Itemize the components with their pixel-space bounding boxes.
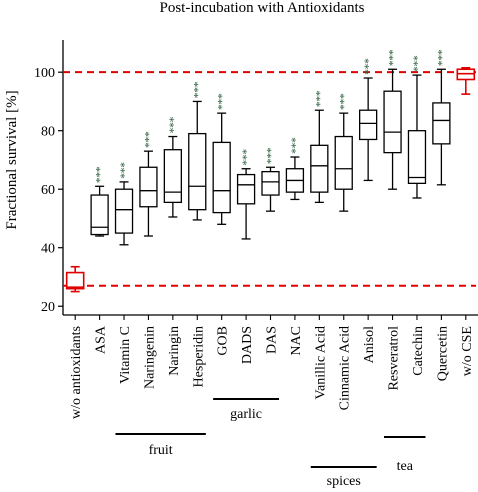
box	[310, 144, 329, 193]
significance-label: ***	[264, 147, 278, 164]
group-label: tea	[397, 459, 414, 474]
box	[188, 132, 207, 211]
group-label: fruit	[149, 443, 173, 458]
y-axis-label: Fractional survival [%]	[4, 90, 20, 229]
box	[90, 194, 109, 236]
category-label: GOB	[216, 326, 231, 356]
category-label: Resveratrol	[387, 326, 402, 391]
significance-label: ***	[239, 149, 253, 166]
box	[65, 271, 85, 290]
significance-label: ***	[434, 49, 448, 66]
category-label: ASA	[94, 325, 109, 354]
box	[236, 173, 256, 205]
category-label: Naringenin	[142, 326, 157, 389]
category-label: w/o antioxidants	[69, 326, 84, 419]
box	[114, 188, 134, 234]
category-label: Vanillic Acid	[313, 326, 328, 400]
significance-label: ***	[337, 93, 351, 110]
box	[432, 102, 451, 145]
category-label: NAC	[289, 326, 304, 356]
category-label: Vitamin C	[118, 326, 133, 384]
significance-label: ***	[117, 162, 131, 179]
category-label: DAS	[265, 326, 280, 354]
significance-label: ***	[288, 137, 302, 154]
category-label: Anisol	[362, 326, 377, 363]
category-label: Catechin	[411, 326, 426, 376]
box	[407, 130, 427, 185]
box	[383, 90, 402, 154]
significance-label: ***	[312, 90, 326, 107]
y-tick-label: 80	[41, 125, 55, 140]
box	[358, 109, 378, 141]
y-tick-label: 40	[41, 242, 55, 257]
category-label: Naringin	[167, 326, 182, 376]
category-label: DADS	[240, 326, 255, 364]
significance-label: ***	[361, 58, 375, 75]
group-label: spices	[327, 474, 361, 489]
significance-label: ***	[190, 81, 204, 98]
category-label: w/o CSE	[460, 326, 475, 376]
significance-label: ***	[386, 49, 400, 66]
box	[163, 149, 183, 204]
significance-label: ***	[215, 93, 229, 110]
group-label: garlic	[230, 407, 262, 422]
plot-area: 20 40 60 80 100 *** *** *** *** *** *** *** *** *** **…	[34, 40, 478, 489]
y-tick-label: 20	[41, 300, 55, 315]
box	[212, 141, 231, 214]
y-tick-label: 60	[41, 183, 55, 198]
box	[261, 170, 280, 196]
box	[334, 135, 353, 190]
box	[139, 166, 158, 208]
significance-label: ***	[141, 131, 155, 148]
significance-label: ***	[410, 55, 424, 72]
category-label: Hesperidin	[191, 326, 206, 387]
chart-title: Post-incubation with Antioxidants	[160, 0, 365, 16]
y-tick-label: 100	[34, 66, 55, 81]
significance-label: ***	[93, 166, 107, 183]
significance-label: ***	[166, 117, 180, 134]
category-label: Quercetin	[435, 326, 450, 381]
category-label: Cinnamic Acid	[338, 326, 353, 410]
